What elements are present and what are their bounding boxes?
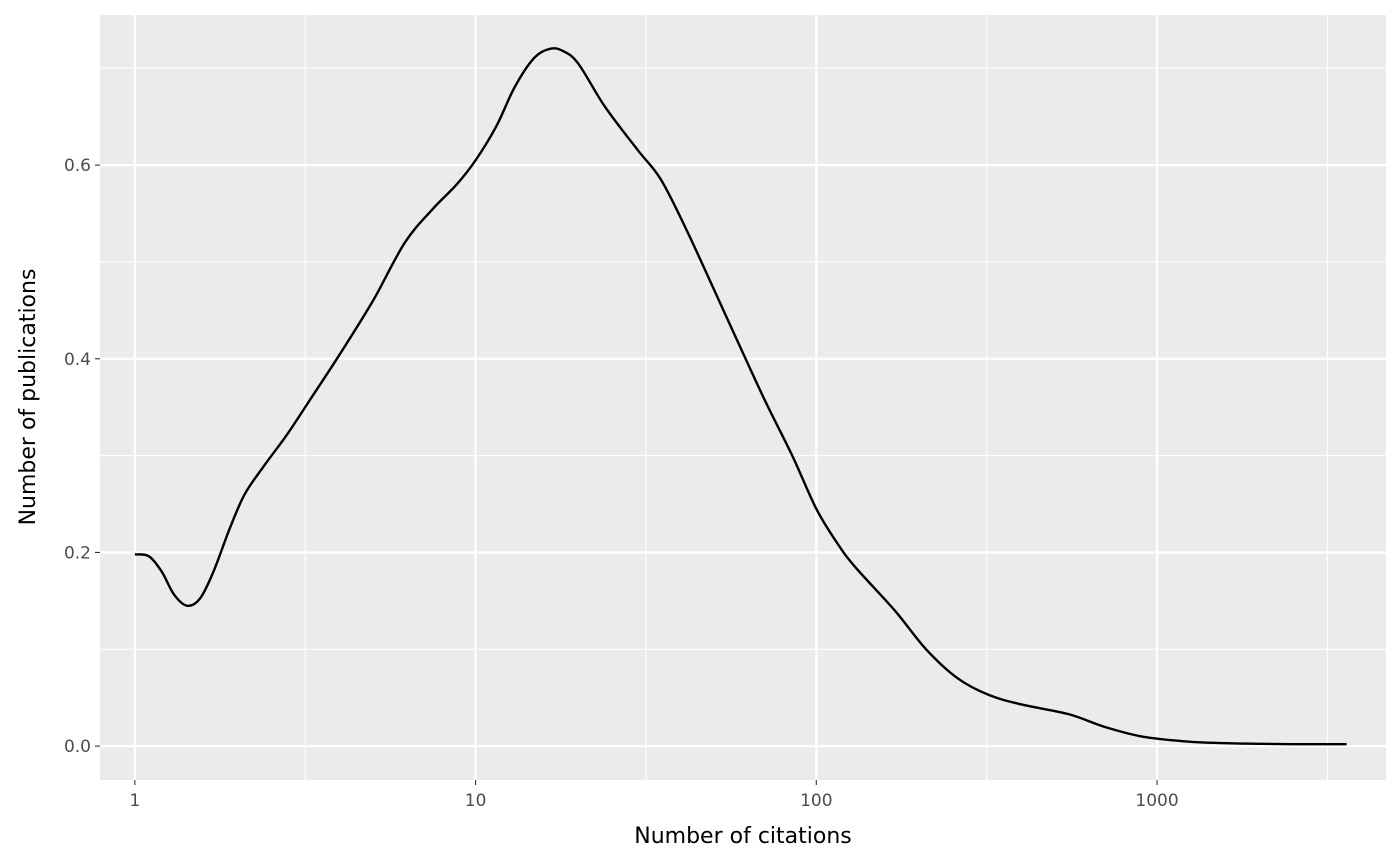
y-tick-label: 0.4 xyxy=(64,350,91,370)
density-line xyxy=(134,47,1347,746)
minor-grid xyxy=(100,15,1386,780)
x-axis-title: Number of citations xyxy=(634,824,852,849)
y-axis-title: Number of publications xyxy=(16,269,41,526)
y-axis: 0.0 0.2 0.4 0.6 xyxy=(64,156,100,757)
panel-background xyxy=(100,15,1386,780)
x-tick-label: 100 xyxy=(800,791,832,811)
x-axis: 1 10 100 1000 xyxy=(129,780,1179,811)
y-tick-label: 0.2 xyxy=(64,543,91,563)
y-tick-label: 0.6 xyxy=(64,156,91,176)
major-grid xyxy=(100,15,1386,780)
x-tick-label: 1 xyxy=(129,791,140,811)
x-tick-label: 10 xyxy=(465,791,487,811)
y-tick-label: 0.0 xyxy=(64,737,91,757)
x-tick-label: 1000 xyxy=(1135,791,1178,811)
